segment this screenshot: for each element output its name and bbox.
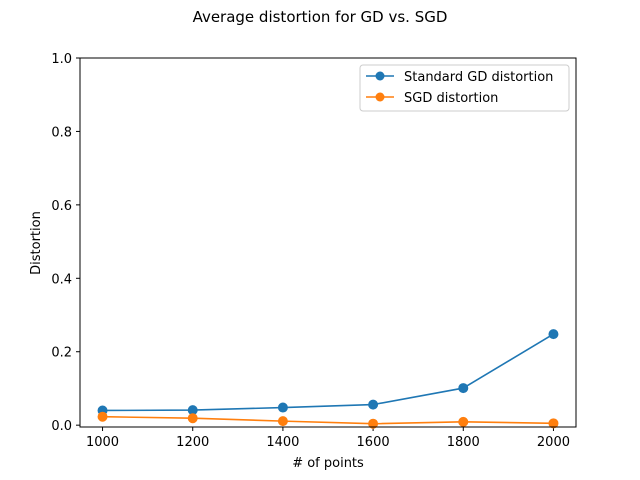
- y-axis-label: Distortion: [29, 211, 44, 275]
- series-layer: [97, 329, 559, 429]
- data-point-series-2: [458, 416, 469, 427]
- x-tick-label: 1000: [86, 435, 119, 450]
- data-point-series-2: [277, 416, 288, 427]
- data-point-series-1: [458, 383, 469, 394]
- plot-frame: [79, 57, 577, 428]
- legend-items: Standard GD distortion SGD distortion: [366, 70, 553, 106]
- data-point-series-1: [368, 399, 379, 410]
- x-tick-label: 1800: [447, 435, 480, 450]
- y-tick-label: 0.8: [51, 125, 72, 140]
- x-tick-label: 1400: [266, 435, 299, 450]
- x-tick-label: 1600: [357, 435, 390, 450]
- series-line-2: [102, 415, 554, 425]
- x-axis-ticks: 1000 1200 1400 1600 1800 2000: [86, 427, 570, 450]
- y-tick-label: 0.6: [51, 199, 72, 214]
- legend-box: [359, 64, 570, 112]
- data-point-series-1: [548, 329, 559, 340]
- y-tick-label: 0.2: [51, 346, 72, 361]
- legend-label: Standard GD distortion: [404, 70, 553, 85]
- x-tick-label: 1200: [176, 435, 209, 450]
- series-line-1: [102, 333, 554, 412]
- legend-swatch-marker: [375, 71, 385, 81]
- data-point-series-1: [277, 402, 288, 413]
- legend-swatch-marker: [375, 92, 385, 102]
- chart-title: Average distortion for GD vs. SGD: [193, 8, 448, 26]
- data-point-series-2: [548, 418, 559, 429]
- y-tick-label: 1.0: [51, 52, 72, 67]
- y-tick-label: 0.4: [51, 272, 72, 287]
- data-point-series-2: [97, 411, 108, 422]
- y-tick-label: 0.0: [51, 419, 72, 434]
- legend: Standard GD distortion SGD distortion: [359, 64, 570, 112]
- data-point-series-2: [187, 413, 198, 424]
- data-point-series-2: [368, 418, 379, 429]
- legend-label: SGD distortion: [404, 91, 498, 106]
- x-tick-label: 2000: [537, 435, 570, 450]
- y-axis-ticks: 0.0 0.2 0.4 0.6 0.8 1.0: [51, 52, 80, 434]
- x-axis-label: # of points: [292, 456, 364, 471]
